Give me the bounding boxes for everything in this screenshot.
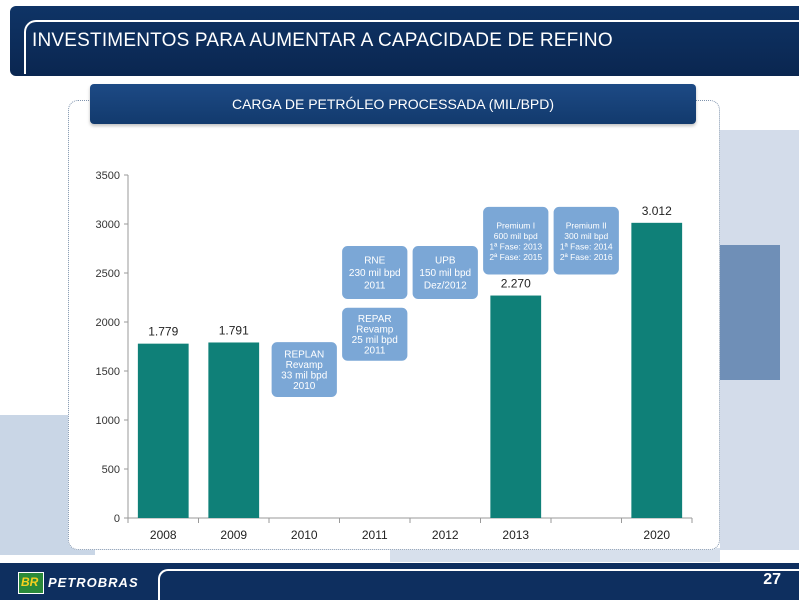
data-label: 3.012 bbox=[642, 204, 672, 218]
annotation-callout bbox=[552, 205, 620, 276]
annotation-text: 2010 bbox=[293, 381, 316, 392]
annotation-text: 600 mil bpd bbox=[494, 231, 538, 241]
bar bbox=[490, 295, 542, 518]
y-tick-label: 500 bbox=[102, 464, 120, 476]
annotation-callout bbox=[341, 245, 409, 300]
x-tick-label: 2020 bbox=[643, 528, 670, 542]
footer-frame bbox=[158, 569, 799, 602]
annotation-callout bbox=[411, 245, 479, 300]
x-tick-label: 2010 bbox=[291, 528, 318, 542]
annotation-text: Revamp bbox=[356, 325, 394, 336]
annotation-text: 2011 bbox=[364, 346, 386, 357]
annotation-callout bbox=[341, 306, 409, 362]
annotation-text: 2011 bbox=[364, 281, 386, 292]
annotation-text: REPAR bbox=[358, 314, 392, 325]
annotation-text: 33 mil bpd bbox=[281, 370, 327, 381]
annotation-text: 2ª Fase: 2015 bbox=[489, 252, 542, 262]
annotation-text: UPB bbox=[435, 256, 456, 267]
data-label: 1.791 bbox=[219, 323, 249, 337]
y-tick-label: 0 bbox=[114, 513, 120, 525]
bar bbox=[631, 222, 683, 518]
data-label: 1.779 bbox=[148, 325, 178, 339]
logo-text: PETROBRAS bbox=[48, 575, 139, 590]
data-label: 2.270 bbox=[501, 277, 531, 291]
background-panel bbox=[390, 548, 720, 562]
annotation-text: Revamp bbox=[286, 360, 324, 371]
annotation-callout bbox=[482, 205, 550, 276]
annotation-text: 230 mil bpd bbox=[349, 268, 401, 279]
y-tick-label: 2500 bbox=[96, 268, 120, 280]
annotation-text: Premium I bbox=[496, 220, 535, 230]
x-tick-label: 2011 bbox=[362, 528, 388, 542]
y-tick-label: 1500 bbox=[96, 366, 120, 378]
annotation-text: 150 mil bpd bbox=[419, 268, 471, 279]
x-tick-label: 2013 bbox=[502, 528, 529, 542]
annotation-text: 300 mil bpd bbox=[564, 231, 608, 241]
annotation-text: 1ª Fase: 2014 bbox=[560, 241, 613, 251]
petrobras-logo-icon: BR bbox=[18, 572, 44, 594]
bar bbox=[208, 342, 260, 518]
y-tick-label: 3000 bbox=[96, 219, 120, 231]
header-banner bbox=[10, 6, 799, 76]
x-tick-label: 2008 bbox=[150, 528, 177, 542]
bar bbox=[137, 343, 189, 518]
logo-mark: BR bbox=[21, 575, 39, 589]
annotation-text: 2ª Fase: 2016 bbox=[560, 252, 613, 262]
annotation-text: 25 mil bpd bbox=[352, 335, 398, 346]
annotation-text: RNE bbox=[364, 256, 385, 267]
annotation-text: 1ª Fase: 2013 bbox=[489, 241, 542, 251]
x-tick-label: 2012 bbox=[432, 528, 459, 542]
x-tick-label: 2009 bbox=[220, 528, 247, 542]
y-tick-label: 2000 bbox=[96, 317, 120, 329]
annotation-text: Dez/2012 bbox=[424, 281, 467, 292]
annotation-text: REPLAN bbox=[284, 349, 324, 360]
annotation-text: Premium II bbox=[566, 220, 607, 230]
y-tick-label: 3500 bbox=[96, 170, 120, 182]
chart-title-bar: CARGA DE PETRÓLEO PROCESSADA (MIL/BPD) bbox=[90, 84, 696, 124]
header-frame bbox=[24, 20, 799, 74]
background-panel bbox=[720, 245, 780, 380]
page-number: 27 bbox=[763, 571, 781, 588]
footer: BR PETROBRAS 27 bbox=[0, 563, 799, 602]
chart-title: CARGA DE PETRÓLEO PROCESSADA (MIL/BPD) bbox=[231, 96, 555, 112]
y-tick-label: 1000 bbox=[96, 415, 120, 427]
page-title: INVESTIMENTOS PARA AUMENTAR A CAPACIDADE… bbox=[32, 30, 613, 51]
annotation-callout bbox=[270, 341, 338, 398]
